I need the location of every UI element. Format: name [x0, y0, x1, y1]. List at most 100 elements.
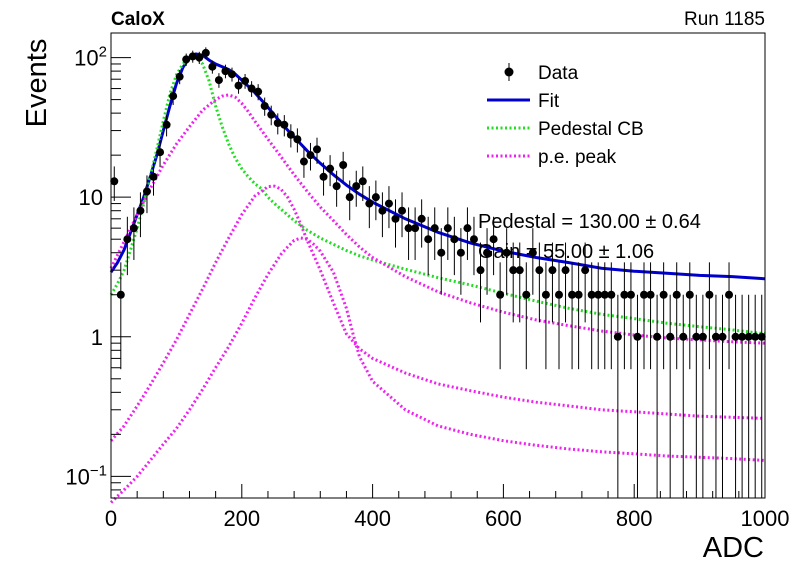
data-marker — [129, 224, 138, 233]
data-point — [548, 242, 557, 323]
x-axis: 0 200 400 600 800 1000 — [105, 484, 789, 531]
data-point — [496, 262, 505, 370]
data-point — [450, 216, 459, 276]
data-marker — [476, 266, 485, 275]
data-marker — [463, 224, 472, 233]
data-marker — [666, 332, 675, 341]
data-marker — [757, 332, 766, 341]
data-point — [142, 175, 151, 214]
data-point — [299, 148, 308, 178]
data-point — [430, 207, 439, 260]
data-marker — [293, 135, 302, 144]
data-marker — [332, 182, 341, 191]
data-point — [149, 162, 158, 196]
data-point — [613, 294, 622, 498]
data-point — [600, 262, 609, 370]
data-point — [646, 262, 655, 370]
data-point — [685, 262, 694, 370]
data-point — [201, 47, 210, 60]
data-point — [653, 294, 662, 498]
x-tick-label: 600 — [485, 506, 522, 531]
data-point — [195, 51, 204, 64]
data-marker — [208, 62, 217, 71]
fit-annotations: Pedestal = 130.00 ± 0.64 Gain = 55.00 ± 1… — [478, 211, 701, 263]
data-marker — [679, 332, 688, 341]
data-point — [561, 242, 570, 323]
series-p-e-peak-2 — [109, 184, 766, 442]
data-marker — [411, 224, 420, 233]
data-marker — [561, 266, 570, 275]
data-marker — [313, 145, 322, 154]
data-point — [280, 115, 289, 137]
data-point — [541, 262, 550, 370]
data-point — [666, 294, 675, 498]
data-point — [744, 294, 753, 498]
data-marker — [489, 235, 498, 244]
data-point — [110, 166, 119, 201]
data-point — [221, 64, 230, 79]
data-point — [371, 180, 380, 221]
legend-label: Data — [538, 63, 579, 84]
data-marker — [568, 290, 577, 299]
y-axis: 10−1 1 10 102 — [65, 44, 131, 491]
data-marker — [417, 214, 426, 223]
data-marker — [286, 130, 295, 139]
data-marker — [548, 266, 557, 275]
data-marker — [751, 332, 760, 341]
data-marker — [182, 55, 191, 64]
data-marker — [535, 266, 544, 275]
data-marker — [450, 235, 459, 244]
x-tick-label: 0 — [105, 506, 117, 531]
x-axis-title: ADC — [703, 532, 764, 564]
data-point — [234, 78, 243, 94]
y-tick-label: 1 — [91, 325, 103, 350]
data-point — [273, 113, 282, 135]
data-marker — [280, 120, 289, 129]
data-marker — [391, 214, 400, 223]
data-marker — [456, 248, 465, 257]
data-marker — [358, 177, 367, 186]
data-marker — [554, 290, 563, 299]
data-point — [620, 262, 629, 370]
data-point — [267, 105, 276, 126]
fit-annotation: Gain = 55.00 ± 1.06 — [478, 241, 654, 263]
data-point — [705, 262, 714, 370]
data-point — [535, 242, 544, 323]
data-point — [581, 242, 590, 323]
run-label: Run 1185 — [684, 9, 765, 30]
data-point — [469, 216, 478, 276]
data-point — [254, 84, 263, 101]
data-marker — [711, 332, 720, 341]
data-marker — [515, 266, 524, 275]
data-marker — [142, 187, 151, 196]
x-tick-label: 800 — [616, 506, 653, 531]
legend-item-pedestal: Pedestal CB — [487, 119, 644, 140]
data-marker — [443, 224, 452, 233]
series-p-e-peak-3 — [109, 236, 766, 504]
legend-item-data: Data — [504, 63, 579, 84]
data-marker — [404, 224, 413, 233]
data-point — [319, 162, 328, 196]
data-marker — [600, 290, 609, 299]
curves-layer — [109, 52, 766, 504]
data-point — [169, 88, 178, 106]
data-marker — [685, 290, 694, 299]
data-marker — [110, 177, 119, 186]
data-point — [502, 228, 511, 295]
data-marker — [319, 172, 328, 181]
data-point — [528, 228, 537, 295]
experiment-label: CaloX — [111, 9, 165, 30]
data-point — [483, 228, 492, 295]
legend-label: p.e. peak — [538, 147, 617, 168]
data-marker — [502, 248, 511, 257]
data-point — [757, 294, 766, 498]
data-point — [156, 140, 165, 168]
data-marker — [430, 224, 439, 233]
data-point — [437, 228, 446, 295]
legend-data-marker — [504, 67, 514, 77]
data-point — [640, 262, 649, 370]
data-marker — [698, 332, 707, 341]
y-tick-label: 10−1 — [65, 462, 107, 489]
data-point — [456, 228, 465, 295]
data-point — [391, 199, 400, 248]
